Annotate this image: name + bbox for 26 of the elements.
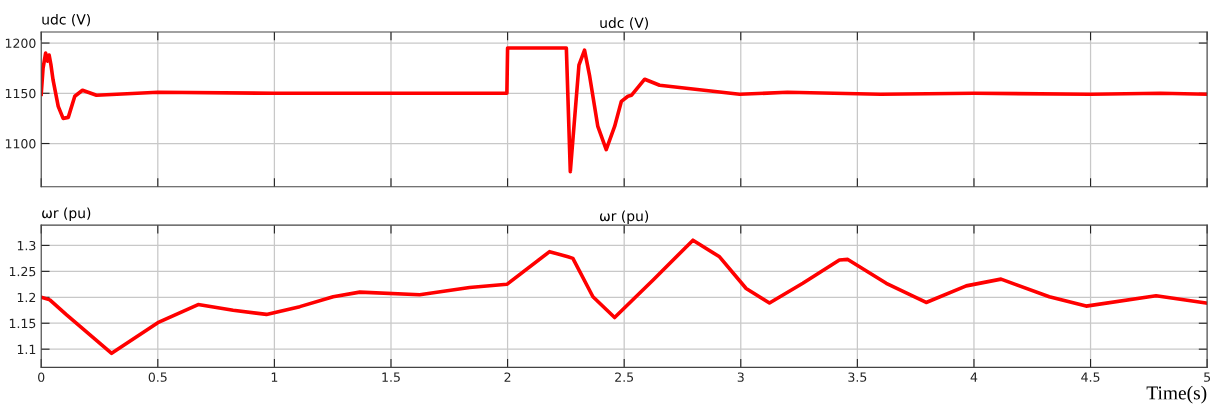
y-tick-label: 1.1 — [17, 344, 36, 354]
line-series — [41, 238, 1208, 356]
x-axis-title: Time(s) — [1146, 385, 1207, 404]
y-axis-title: ωr (pu) — [42, 207, 91, 221]
y-tick-label: 1100 — [5, 138, 36, 149]
y-axis-title: udc (V) — [42, 13, 91, 27]
y-tick-label: 1.25 — [9, 266, 36, 277]
y-tick-label: 1.2 — [17, 292, 36, 303]
x-tick-label: 4 — [970, 372, 978, 382]
y-tick-label: 1.15 — [9, 318, 36, 329]
x-tick-label: 0.5 — [148, 372, 167, 382]
chart-title: udc (V) — [600, 17, 648, 30]
x-tick-label: 2 — [504, 372, 511, 382]
y-tick-label: 1150 — [5, 88, 36, 99]
x-tick-label: 0 — [38, 372, 45, 382]
x-tick-label: 5 — [1204, 372, 1211, 382]
line-series — [41, 46, 1208, 174]
y-tick-label: 1.3 — [17, 240, 36, 251]
chart-title: ωr (pu) — [599, 210, 649, 224]
x-tick-label: 3 — [737, 372, 744, 382]
x-tick-label: 1 — [271, 372, 278, 382]
x-tick-label: 2.5 — [615, 372, 634, 382]
x-tick-label: 4.5 — [1081, 372, 1100, 382]
x-tick-label: 1.5 — [382, 372, 400, 382]
y-tick-label: 1200 — [5, 38, 36, 48]
x-tick-label: 3.5 — [848, 372, 867, 382]
